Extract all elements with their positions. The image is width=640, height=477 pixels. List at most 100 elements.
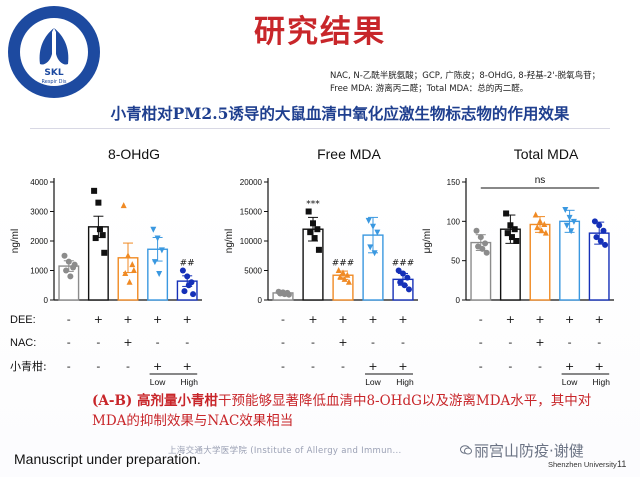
conclusion-text: (A-B) 高剂量小青柑干预能够显著降低血清中8-OHdG以及游离MDA水平，其… bbox=[92, 391, 612, 431]
data-point bbox=[345, 278, 352, 285]
data-point bbox=[126, 278, 133, 285]
treatment-sign: - bbox=[597, 336, 601, 349]
treatment-sign: - bbox=[96, 336, 100, 349]
data-point bbox=[65, 258, 72, 265]
y-tick-label: 10000 bbox=[240, 237, 263, 246]
data-point bbox=[285, 291, 292, 298]
data-point bbox=[367, 244, 374, 251]
data-point bbox=[125, 252, 131, 259]
treatment-sign: + bbox=[565, 360, 574, 373]
data-point bbox=[541, 220, 548, 227]
treatment-sign: + bbox=[308, 313, 317, 326]
y-tick-label: 5000 bbox=[244, 267, 262, 276]
y-axis-label: ng/ml bbox=[10, 229, 21, 253]
data-point bbox=[562, 207, 569, 214]
y-tick-label: 150 bbox=[447, 178, 461, 187]
data-point bbox=[507, 222, 514, 229]
data-point bbox=[591, 218, 598, 225]
data-point bbox=[181, 288, 188, 295]
treatment-sign: - bbox=[371, 336, 375, 349]
data-point bbox=[344, 271, 351, 278]
bar bbox=[529, 223, 551, 301]
data-point bbox=[504, 230, 511, 237]
data-point bbox=[570, 218, 577, 225]
data-point bbox=[130, 267, 137, 273]
data-point bbox=[568, 228, 575, 235]
data-point bbox=[150, 226, 157, 233]
data-point bbox=[593, 234, 600, 241]
data-point bbox=[537, 217, 543, 224]
abbreviation-line: NAC, N-乙酰半胱氨酸；GCP, 广陈皮；8-OHdG, 8-羟基-2'-脱… bbox=[330, 71, 601, 81]
y-tick-label: 4000 bbox=[30, 178, 48, 187]
data-point bbox=[337, 273, 344, 280]
data-point bbox=[513, 238, 520, 244]
significance-label: *** bbox=[306, 200, 320, 210]
comparison-label: ns bbox=[535, 175, 546, 186]
treatment-sign: - bbox=[311, 336, 315, 349]
data-point bbox=[179, 267, 186, 274]
data-point bbox=[305, 208, 312, 215]
dose-label: High bbox=[396, 377, 414, 387]
treatment-sign: + bbox=[153, 313, 162, 326]
data-point bbox=[374, 229, 381, 236]
row-label-xqg: 小青柑: bbox=[10, 359, 47, 373]
dose-label: High bbox=[592, 377, 610, 387]
data-point bbox=[405, 286, 412, 293]
treatment-sign: + bbox=[535, 313, 544, 326]
data-point bbox=[91, 187, 98, 194]
data-point bbox=[395, 267, 402, 274]
treatment-sign: - bbox=[281, 336, 285, 349]
treatment-sign: + bbox=[368, 360, 377, 373]
data-point bbox=[307, 229, 314, 236]
data-point bbox=[120, 202, 127, 209]
treatment-sign: + bbox=[338, 336, 347, 349]
conclusion-body: 干预能够显著降低血清中8-OHdG以及游离MDA水平，其中对MDA的抑制效果与N… bbox=[92, 393, 592, 429]
wechat-account-label: 丽宫山防疫·谢健 bbox=[474, 442, 584, 460]
dose-label: Low bbox=[365, 377, 381, 387]
treatment-sign: - bbox=[568, 336, 572, 349]
dose-label: High bbox=[180, 377, 198, 387]
data-point bbox=[482, 240, 489, 247]
watermark-text: 上海交通大学医学院 (Institute of Allergy and Immu… bbox=[168, 446, 402, 456]
treatment-sign: + bbox=[183, 313, 192, 326]
significance-label: ### bbox=[332, 259, 355, 269]
treatment-sign: + bbox=[123, 336, 132, 349]
data-point bbox=[190, 291, 197, 298]
y-tick-label: 0 bbox=[258, 296, 263, 305]
dose-label: Low bbox=[562, 377, 578, 387]
data-point bbox=[602, 241, 609, 248]
treatment-sign: + bbox=[398, 360, 407, 373]
treatment-sign: + bbox=[506, 313, 515, 326]
treatment-sign: + bbox=[398, 313, 407, 326]
y-tick-label: 3000 bbox=[30, 208, 48, 217]
chart-title: Free MDA bbox=[317, 146, 381, 162]
row-label-nac: NAC: bbox=[10, 337, 36, 349]
chart-title: Total MDA bbox=[514, 146, 579, 162]
y-tick-label: 0 bbox=[456, 296, 461, 305]
treatment-sign: + bbox=[595, 313, 604, 326]
treatment-sign: - bbox=[508, 336, 512, 349]
slide-title: 研究结果 bbox=[254, 14, 386, 50]
data-point bbox=[184, 273, 191, 280]
bar bbox=[559, 220, 581, 301]
treatment-sign: - bbox=[185, 336, 189, 349]
data-point bbox=[156, 270, 163, 277]
data-point bbox=[508, 234, 515, 241]
treatment-sign: - bbox=[67, 336, 71, 349]
y-tick-label: 100 bbox=[447, 217, 461, 226]
abbreviation-notes: NAC, N-乙酰半胱氨酸；GCP, 广陈皮；8-OHdG, 8-羟基-2'-脱… bbox=[330, 70, 640, 96]
treatment-sign: - bbox=[479, 336, 483, 349]
treatment-sign: - bbox=[67, 360, 71, 373]
data-point bbox=[335, 267, 342, 273]
data-point bbox=[534, 224, 541, 231]
data-point bbox=[401, 282, 408, 289]
y-tick-label: 0 bbox=[44, 296, 49, 305]
row-label-dee: DEE: bbox=[10, 314, 36, 326]
data-point bbox=[477, 234, 484, 241]
data-point bbox=[597, 238, 604, 244]
page-number: 11 bbox=[617, 459, 627, 469]
data-point bbox=[154, 235, 161, 242]
y-tick-label: 15000 bbox=[240, 208, 263, 217]
data-point bbox=[151, 259, 158, 266]
